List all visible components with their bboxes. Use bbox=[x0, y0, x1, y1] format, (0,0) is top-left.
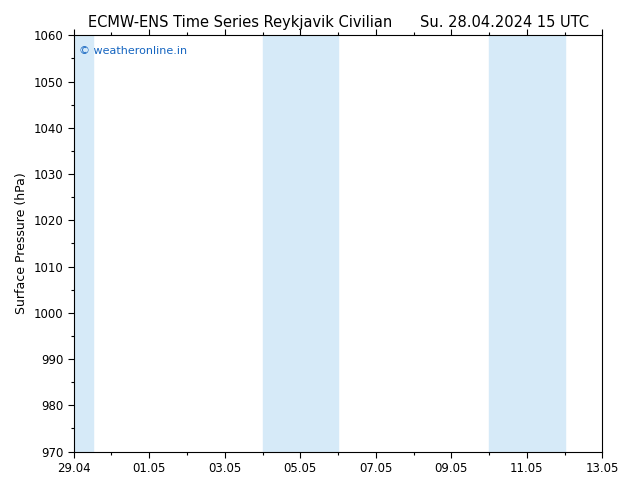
Text: © weatheronline.in: © weatheronline.in bbox=[79, 46, 187, 56]
Bar bbox=[74, 35, 93, 452]
Title: ECMW-ENS Time Series Reykjavik Civilian      Su. 28.04.2024 15 UTC: ECMW-ENS Time Series Reykjavik Civilian … bbox=[87, 15, 588, 30]
Y-axis label: Surface Pressure (hPa): Surface Pressure (hPa) bbox=[15, 172, 28, 314]
Bar bbox=[262, 35, 338, 452]
Bar bbox=[489, 35, 564, 452]
